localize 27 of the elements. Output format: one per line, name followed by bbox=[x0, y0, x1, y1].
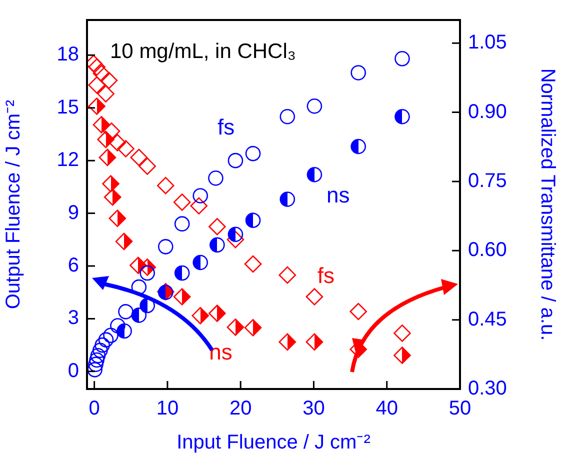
y2-axis-title: Normalized Transmittane / a.u. bbox=[536, 68, 558, 341]
y2-tick-label: 0.45 bbox=[468, 308, 507, 330]
series-label: ns bbox=[209, 339, 232, 364]
y-tick-label: 15 bbox=[56, 96, 79, 118]
y-tick-label: 6 bbox=[68, 254, 79, 277]
x-tick-label: 50 bbox=[448, 398, 472, 420]
y-tick-label: 0 bbox=[68, 360, 79, 382]
y2-tick-label: 0.90 bbox=[468, 100, 507, 123]
x-tick-label: 0 bbox=[88, 398, 100, 420]
x-axis-title: Input Fluence / J cm⁻² bbox=[176, 432, 371, 454]
x-tick-label: 40 bbox=[376, 398, 398, 420]
series-label: fs bbox=[317, 263, 335, 288]
y2-tick-label: 0.75 bbox=[468, 170, 507, 192]
y-axis-title: Output Fluence / J cm⁻² bbox=[2, 100, 25, 310]
x-tick-label: 20 bbox=[229, 398, 252, 420]
annotation: 10 mg/mL, in CHCl₃ bbox=[110, 40, 296, 63]
y2-tick-label: 0.60 bbox=[468, 239, 507, 262]
x-tick-label: 10 bbox=[156, 398, 179, 420]
series-label: fs bbox=[217, 114, 235, 140]
y-tick-label: 18 bbox=[56, 44, 79, 66]
series-label: ns bbox=[326, 182, 350, 208]
y2-tick-label: 1.05 bbox=[468, 32, 507, 54]
x-tick-label: 30 bbox=[302, 398, 325, 420]
y-tick-label: 3 bbox=[68, 307, 79, 330]
y-tick-label: 9 bbox=[68, 202, 79, 224]
y-tick-label: 12 bbox=[56, 149, 79, 172]
y2-tick-label: 0.30 bbox=[468, 378, 507, 400]
